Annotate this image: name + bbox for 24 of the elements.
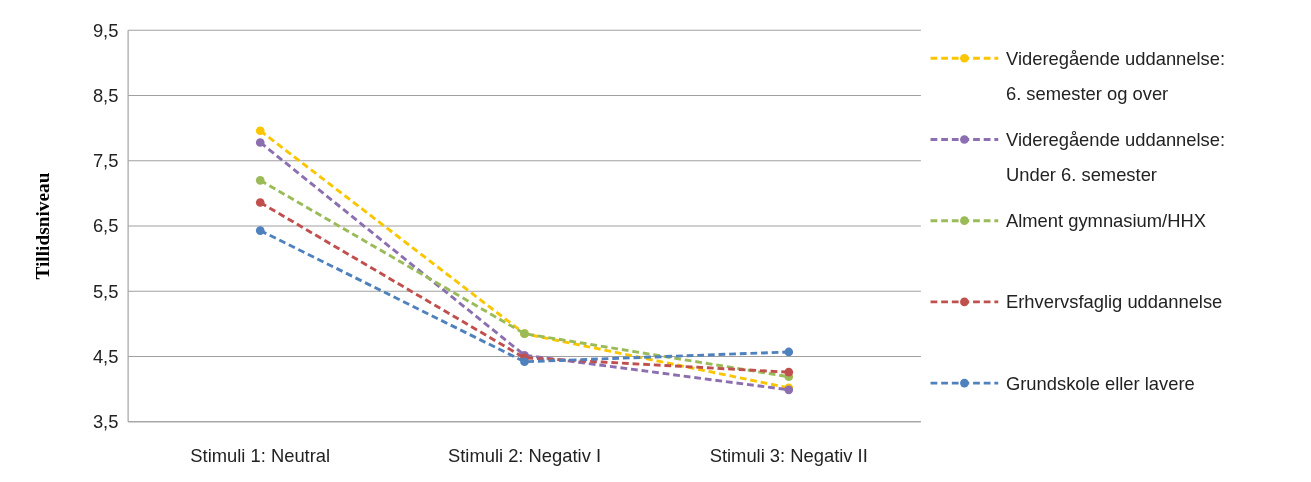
point <box>255 175 265 185</box>
point <box>784 347 794 357</box>
y-tick-label: 5,5 <box>92 280 119 302</box>
point <box>520 357 529 367</box>
legend-label: Erhvervsfaglig uddannelse <box>1005 291 1223 313</box>
y-tick-label: 3,5 <box>92 411 119 433</box>
x-tick-label: Stimuli 3: Negativ II <box>709 445 868 467</box>
point <box>255 126 265 136</box>
y-axis-title: Tillidsniveau <box>31 172 53 280</box>
y-tick-label: 4,5 <box>92 345 119 367</box>
point <box>255 138 265 147</box>
legend-label: Grundskole eller lavere <box>1005 372 1195 394</box>
y-tick-label: 7,5 <box>92 150 119 172</box>
point <box>255 226 265 235</box>
legend-label: Videregående uddannelse: 6. semester og over <box>1005 47 1226 104</box>
legend-label: Videregående uddannelse: Under 6. semester <box>1005 128 1226 185</box>
y-tick-label: 8,5 <box>92 84 119 106</box>
point <box>784 367 794 377</box>
point <box>255 198 265 207</box>
y-tick-label: 6,5 <box>92 215 119 237</box>
y-tick-label: 9,5 <box>92 19 119 41</box>
x-tick-label: Stimuli 2: Negativ I <box>447 445 602 467</box>
legend-label: Alment gymnasium/HHX <box>1005 210 1206 232</box>
x-tick-label: Stimuli 1: Neutral <box>190 445 331 467</box>
